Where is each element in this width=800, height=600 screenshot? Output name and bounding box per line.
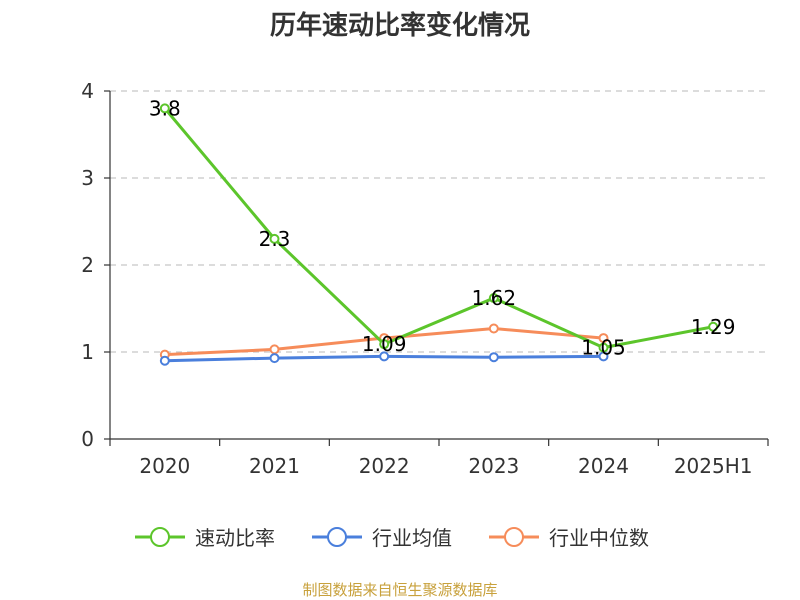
- legend-label: 行业中位数: [549, 526, 649, 550]
- y-tick-label: 1: [81, 340, 94, 364]
- y-tick-label: 2: [81, 253, 94, 277]
- chart-title: 历年速动比率变化情况: [270, 10, 530, 41]
- x-tick-label: 2020: [139, 454, 190, 478]
- data-point: [598, 333, 609, 344]
- series: [159, 103, 719, 366]
- data-point: [269, 353, 280, 364]
- legend-label: 行业均值: [372, 526, 452, 550]
- x-tick-label: 2025H1: [674, 454, 753, 478]
- data-point: [269, 233, 280, 244]
- legend-item[interactable]: 行业均值: [312, 526, 452, 550]
- data-point: [379, 351, 390, 362]
- data-label: 1.62: [472, 286, 517, 310]
- data-point: [488, 293, 499, 304]
- data-point: [159, 355, 170, 366]
- x-tick-label: 2023: [468, 454, 519, 478]
- legend-item[interactable]: 速动比率: [135, 526, 275, 550]
- x-tick-label: 2021: [249, 454, 300, 478]
- x-tick-label: 2022: [359, 454, 410, 478]
- data-point: [159, 103, 170, 114]
- data-point: [598, 342, 609, 353]
- data-point: [708, 321, 719, 332]
- y-tick-label: 3: [81, 166, 94, 190]
- axes: 0 1 2 3 4 2020 2021 2022 2023 2024 2025H1: [81, 79, 769, 478]
- x-tick-label: 2024: [578, 454, 629, 478]
- data-label: 1.29: [691, 315, 736, 339]
- data-labels: 3.8 2.3 1.09 1.62 1.05 1.29: [149, 96, 736, 359]
- grid: [110, 90, 768, 353]
- legend-marker: [150, 527, 170, 547]
- data-label: 2.3: [259, 227, 291, 251]
- source-note: 制图数据来自恒生聚源数据库: [302, 581, 497, 599]
- legend[interactable]: 速动比率 行业均值 行业中位数: [135, 526, 649, 550]
- data-label: 3.8: [149, 96, 181, 120]
- data-label: 1.09: [362, 332, 407, 356]
- legend-label: 速动比率: [195, 526, 275, 550]
- data-label: 1.05: [581, 336, 626, 360]
- series-line: [163, 107, 714, 350]
- y-tick-label: 4: [81, 79, 94, 103]
- data-point: [488, 352, 499, 363]
- legend-marker: [504, 527, 524, 547]
- data-point: [379, 339, 390, 350]
- data-point: [488, 323, 499, 334]
- data-point: [269, 344, 280, 355]
- legend-item[interactable]: 行业中位数: [489, 526, 649, 550]
- y-tick-label: 0: [81, 427, 94, 451]
- legend-marker: [327, 527, 347, 547]
